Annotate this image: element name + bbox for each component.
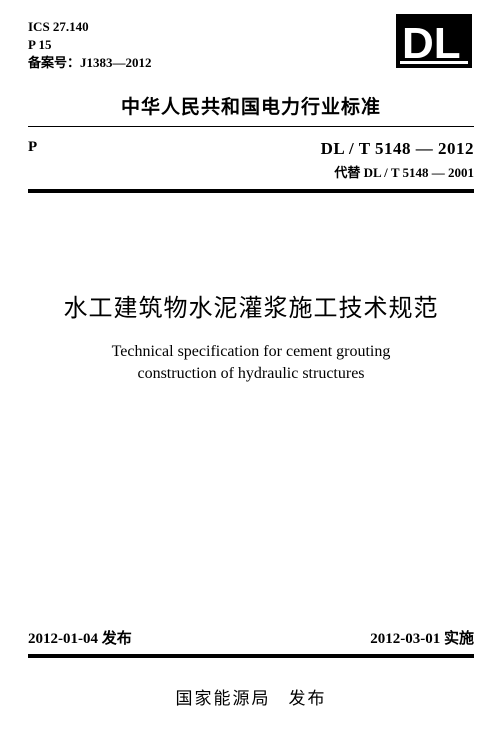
title-english-line1: Technical specification for cement grout…	[28, 341, 474, 363]
ics-code: ICS 27.140	[28, 18, 152, 36]
divider-thick-bottom	[28, 654, 474, 658]
divider-thin-top	[28, 126, 474, 127]
logo-text: DL	[402, 19, 461, 68]
classification-letter: P	[28, 139, 37, 156]
publisher-org: 国家能源局	[176, 689, 271, 708]
publisher: 国家能源局发布	[28, 684, 474, 709]
divider-thick-top	[28, 189, 474, 193]
effective-date: 2012-03-01 实施	[370, 627, 474, 648]
dates-row: 2012-01-04 发布 2012-03-01 实施	[28, 627, 474, 648]
standard-code: DL / T 5148 — 2012	[321, 139, 474, 159]
title-chinese: 水工建筑物水泥灌浆施工技术规范	[28, 288, 474, 323]
footer-block: 2012-01-04 发布 2012-03-01 实施 国家能源局发布	[28, 627, 474, 709]
publisher-action: 发布	[289, 689, 327, 708]
standard-header: 中华人民共和国电力行业标准	[28, 92, 474, 119]
issue-date: 2012-01-04 发布	[28, 627, 132, 648]
classification-block: ICS 27.140 P 15 备案号：J1383—2012	[28, 18, 152, 73]
replaces-code: 代替 DL / T 5148 — 2001	[321, 162, 474, 181]
dl-logo: DL	[396, 14, 472, 68]
standard-code-row: P DL / T 5148 — 2012 代替 DL / T 5148 — 20…	[28, 139, 474, 181]
title-english-line2: construction of hydraulic structures	[28, 363, 474, 385]
standard-code-block: DL / T 5148 — 2012 代替 DL / T 5148 — 2001	[321, 139, 474, 181]
title-block: 水工建筑物水泥灌浆施工技术规范 Technical specification …	[28, 288, 474, 386]
title-english: Technical specification for cement grout…	[28, 341, 474, 386]
record-number: 备案号：J1383—2012	[28, 54, 152, 72]
p-code: P 15	[28, 36, 152, 54]
